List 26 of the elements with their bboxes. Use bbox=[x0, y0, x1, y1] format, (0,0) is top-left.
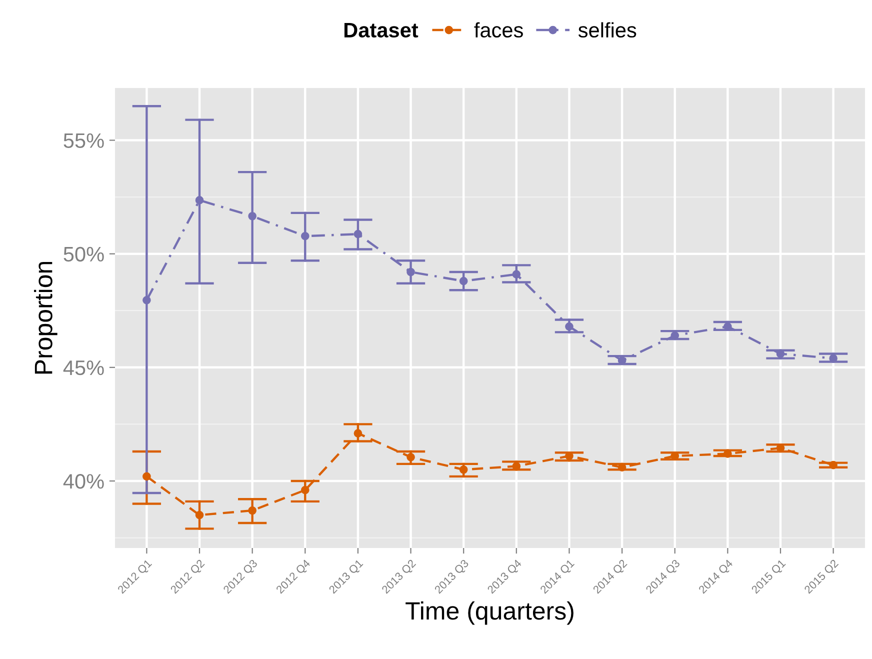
point bbox=[829, 460, 838, 470]
point bbox=[195, 196, 204, 204]
point bbox=[300, 486, 310, 494]
point bbox=[354, 230, 362, 238]
y-tick-label: 55% bbox=[64, 133, 104, 148]
point bbox=[248, 212, 256, 220]
point bbox=[565, 322, 574, 331]
point bbox=[459, 465, 468, 474]
point bbox=[300, 232, 310, 240]
point bbox=[142, 296, 151, 304]
legend-title: Dataset bbox=[344, 22, 418, 38]
point bbox=[354, 429, 362, 438]
legend-label: faces bbox=[474, 22, 523, 38]
point bbox=[142, 472, 151, 481]
point bbox=[459, 276, 468, 286]
legend-label: selfies bbox=[578, 22, 636, 38]
point bbox=[512, 270, 521, 278]
x-axis-title: Time (quarters) bbox=[406, 601, 574, 625]
y-tick-label: 45% bbox=[63, 360, 104, 376]
y-axis-title: Proportion bbox=[34, 262, 58, 374]
y-tick-label: 50% bbox=[64, 246, 104, 262]
point bbox=[406, 452, 415, 462]
point bbox=[195, 510, 204, 520]
point bbox=[248, 506, 256, 515]
y-tick-label: 40% bbox=[63, 474, 104, 489]
point bbox=[406, 268, 415, 276]
